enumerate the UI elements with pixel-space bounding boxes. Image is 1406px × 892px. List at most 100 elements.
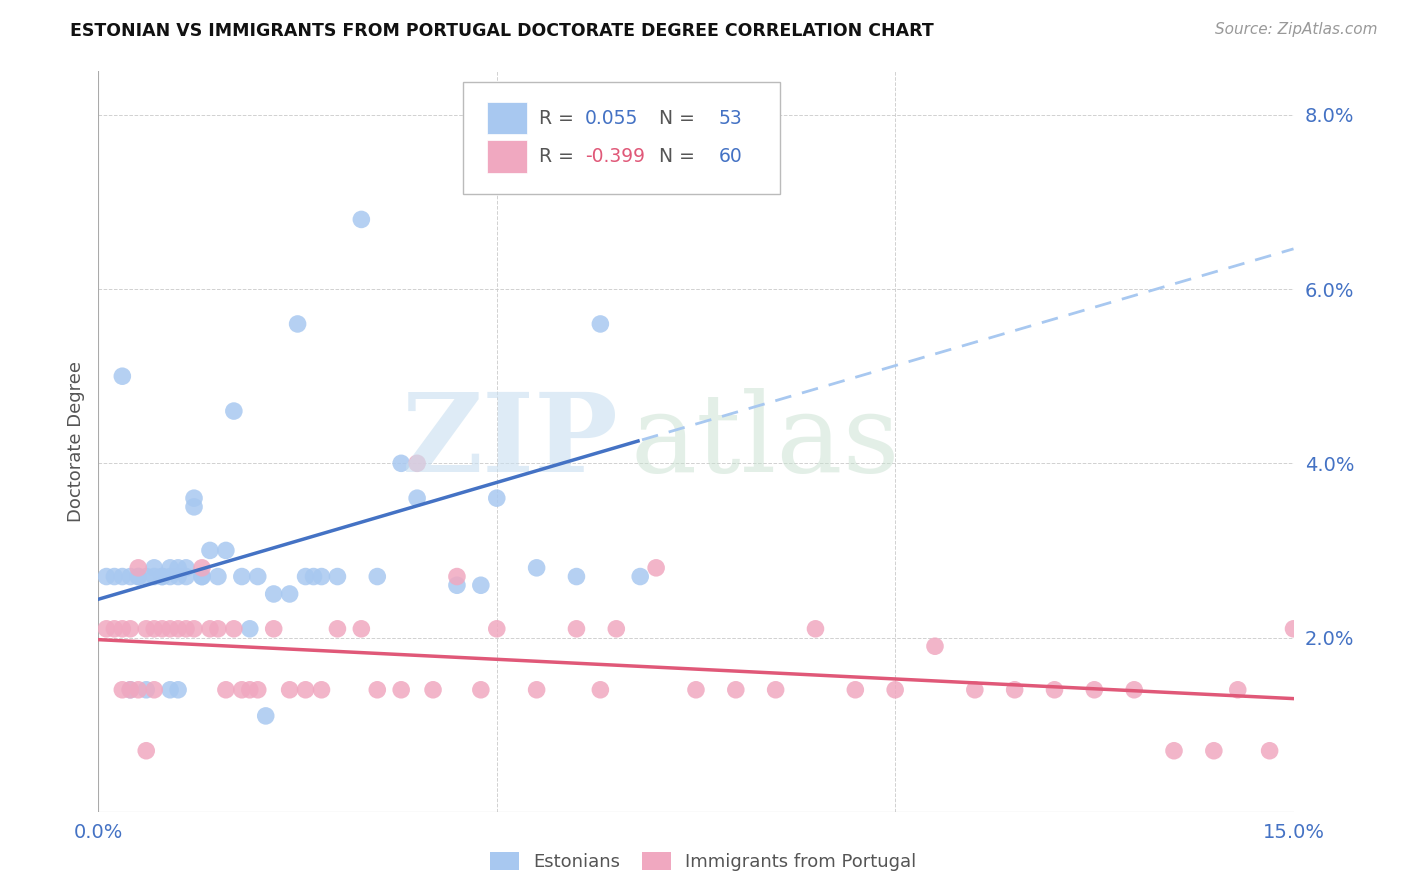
Point [366,682,388,697]
Point [222,404,245,418]
Point [150,569,173,583]
Point [311,569,333,583]
Point [844,682,866,697]
Point [215,543,238,558]
Point [183,491,205,505]
Point [1282,622,1305,636]
Point [406,491,429,505]
Point [143,622,166,636]
Text: 53: 53 [718,109,742,128]
Point [103,569,125,583]
Point [167,561,190,575]
Point [191,561,214,575]
Point [191,569,214,583]
Point [222,622,245,636]
Text: Source: ZipAtlas.com: Source: ZipAtlas.com [1215,22,1378,37]
Point [485,622,508,636]
Point [215,682,238,697]
Point [239,622,262,636]
Point [565,622,588,636]
Point [311,682,333,697]
Point [167,682,190,697]
Point [143,569,166,583]
Point [589,317,612,331]
Text: ZIP: ZIP [402,388,619,495]
Point [389,456,412,470]
Point [207,569,229,583]
Point [1163,744,1185,758]
Point [685,682,707,697]
Point [924,639,946,653]
Point [1258,744,1281,758]
Point [263,622,285,636]
Point [263,587,285,601]
Point [278,587,301,601]
Point [111,622,134,636]
Point [389,682,412,697]
Point [246,682,269,697]
Point [111,569,134,583]
Point [526,561,548,575]
Text: N =: N = [647,109,700,128]
Point [406,456,429,470]
Point [96,622,118,636]
Point [127,682,149,697]
Point [1004,682,1026,697]
Point [685,178,707,192]
Point [1226,682,1249,697]
Point [254,709,277,723]
Point [1202,744,1225,758]
Point [446,569,468,583]
Point [127,569,149,583]
Text: N =: N = [647,147,700,166]
FancyBboxPatch shape [486,140,527,173]
Point [963,682,986,697]
Point [127,561,149,575]
Y-axis label: Doctorate Degree: Doctorate Degree [66,361,84,522]
Text: 0.055: 0.055 [585,109,638,128]
Point [470,578,492,592]
Point [183,622,205,636]
Point [174,622,197,636]
Point [350,622,373,636]
Text: R =: R = [540,109,581,128]
Text: ESTONIAN VS IMMIGRANTS FROM PORTUGAL DOCTORATE DEGREE CORRELATION CHART: ESTONIAN VS IMMIGRANTS FROM PORTUGAL DOC… [70,22,934,40]
Point [1043,682,1066,697]
Text: atlas: atlas [630,388,900,495]
Legend: Estonians, Immigrants from Portugal: Estonians, Immigrants from Portugal [482,845,924,879]
Point [239,682,262,697]
Text: 60: 60 [718,147,742,166]
Point [446,578,468,592]
Point [135,744,157,758]
FancyBboxPatch shape [463,82,780,194]
Point [765,682,787,697]
FancyBboxPatch shape [486,102,527,135]
Point [159,561,181,575]
Point [135,622,157,636]
Point [565,569,588,583]
Point [302,569,325,583]
Point [174,569,197,583]
Point [294,569,316,583]
Point [174,561,197,575]
Point [143,561,166,575]
Point [96,569,118,583]
Point [198,543,221,558]
Point [326,569,349,583]
Point [231,682,253,697]
Point [485,491,508,505]
Point [628,569,651,583]
Point [191,569,214,583]
Point [246,569,269,583]
Point [231,569,253,583]
Point [143,682,166,697]
Point [589,682,612,697]
Point [1083,682,1105,697]
Point [804,622,827,636]
Point [422,682,444,697]
Point [198,622,221,636]
Point [287,317,309,331]
Point [605,622,627,636]
Point [159,682,181,697]
Point [350,212,373,227]
